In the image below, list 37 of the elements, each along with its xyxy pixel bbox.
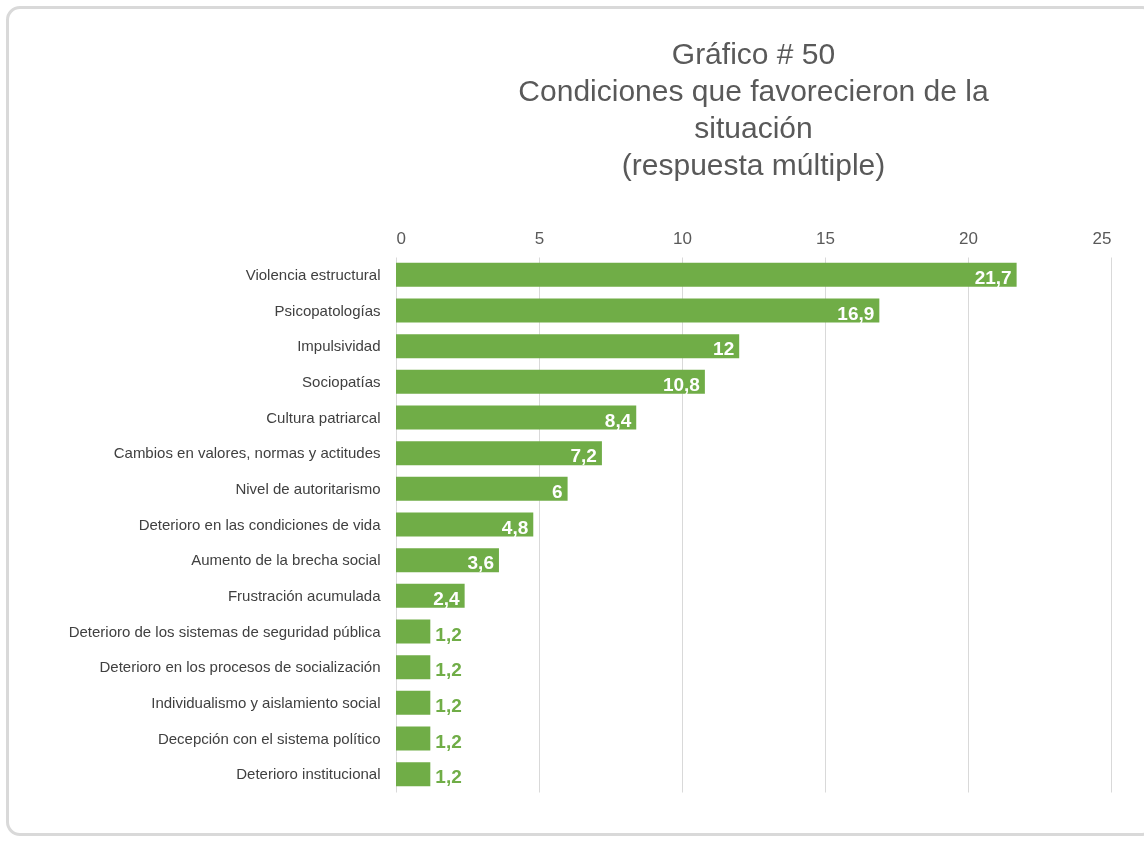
data-label: 1,2 — [435, 623, 462, 645]
y-tick-label: Individualismo y aislamiento social — [151, 693, 381, 711]
y-tick-label: Deterioro institucional — [236, 765, 381, 783]
data-label: 8,4 — [604, 409, 632, 431]
y-tick-label: Deterioro de los sistemas de seguridad pública — [68, 622, 382, 640]
y-tick-label: Decepción con el sistema político — [157, 729, 381, 747]
data-label: 12 — [713, 338, 735, 360]
data-label: 1,2 — [435, 730, 462, 752]
data-label: 1,2 — [435, 694, 462, 716]
data-label: 16,9 — [837, 302, 875, 324]
y-tick-label: Nivel de autoritarismo — [235, 479, 381, 497]
data-label: 7,2 — [570, 445, 597, 467]
x-tick-label: 25 — [1092, 228, 1112, 248]
x-tick-label: 0 — [396, 228, 406, 248]
x-tick-label: 5 — [534, 228, 545, 248]
data-label: 6 — [552, 480, 563, 502]
y-tick-label: Cultura patriarcal — [266, 408, 381, 426]
data-label: 3,6 — [467, 552, 494, 574]
y-tick-label: Deterioro en las condiciones de vida — [138, 515, 382, 533]
data-label: 21,7 — [974, 266, 1012, 288]
data-label: 4,8 — [501, 516, 529, 538]
y-tick-label: Frustración acumulada — [227, 586, 382, 604]
x-tick-label: 10 — [673, 228, 692, 248]
y-tick-label: Deterioro en los procesos de socialización — [99, 658, 381, 676]
y-tick-label: Sociopatías — [302, 372, 381, 390]
x-tick-label: 15 — [816, 228, 835, 248]
y-tick-label: Aumento de la brecha social — [191, 551, 381, 569]
data-label: 10,8 — [662, 373, 700, 395]
y-tick-label: Impulsividad — [297, 337, 381, 355]
chart-title: Gráfico # 50 Condiciones que favorecieron de la situación (respuesta múltiple) — [518, 37, 989, 181]
y-tick-label: Violencia estructural — [245, 265, 381, 283]
data-label: 1,2 — [435, 766, 462, 788]
data-label: 2,4 — [433, 587, 461, 609]
x-tick-label: 20 — [959, 228, 978, 248]
y-tick-label: Psicopatologías — [274, 301, 381, 319]
data-label: 1,2 — [435, 659, 462, 681]
y-tick-label: Cambios en valores, normas y actitudes — [113, 444, 381, 462]
